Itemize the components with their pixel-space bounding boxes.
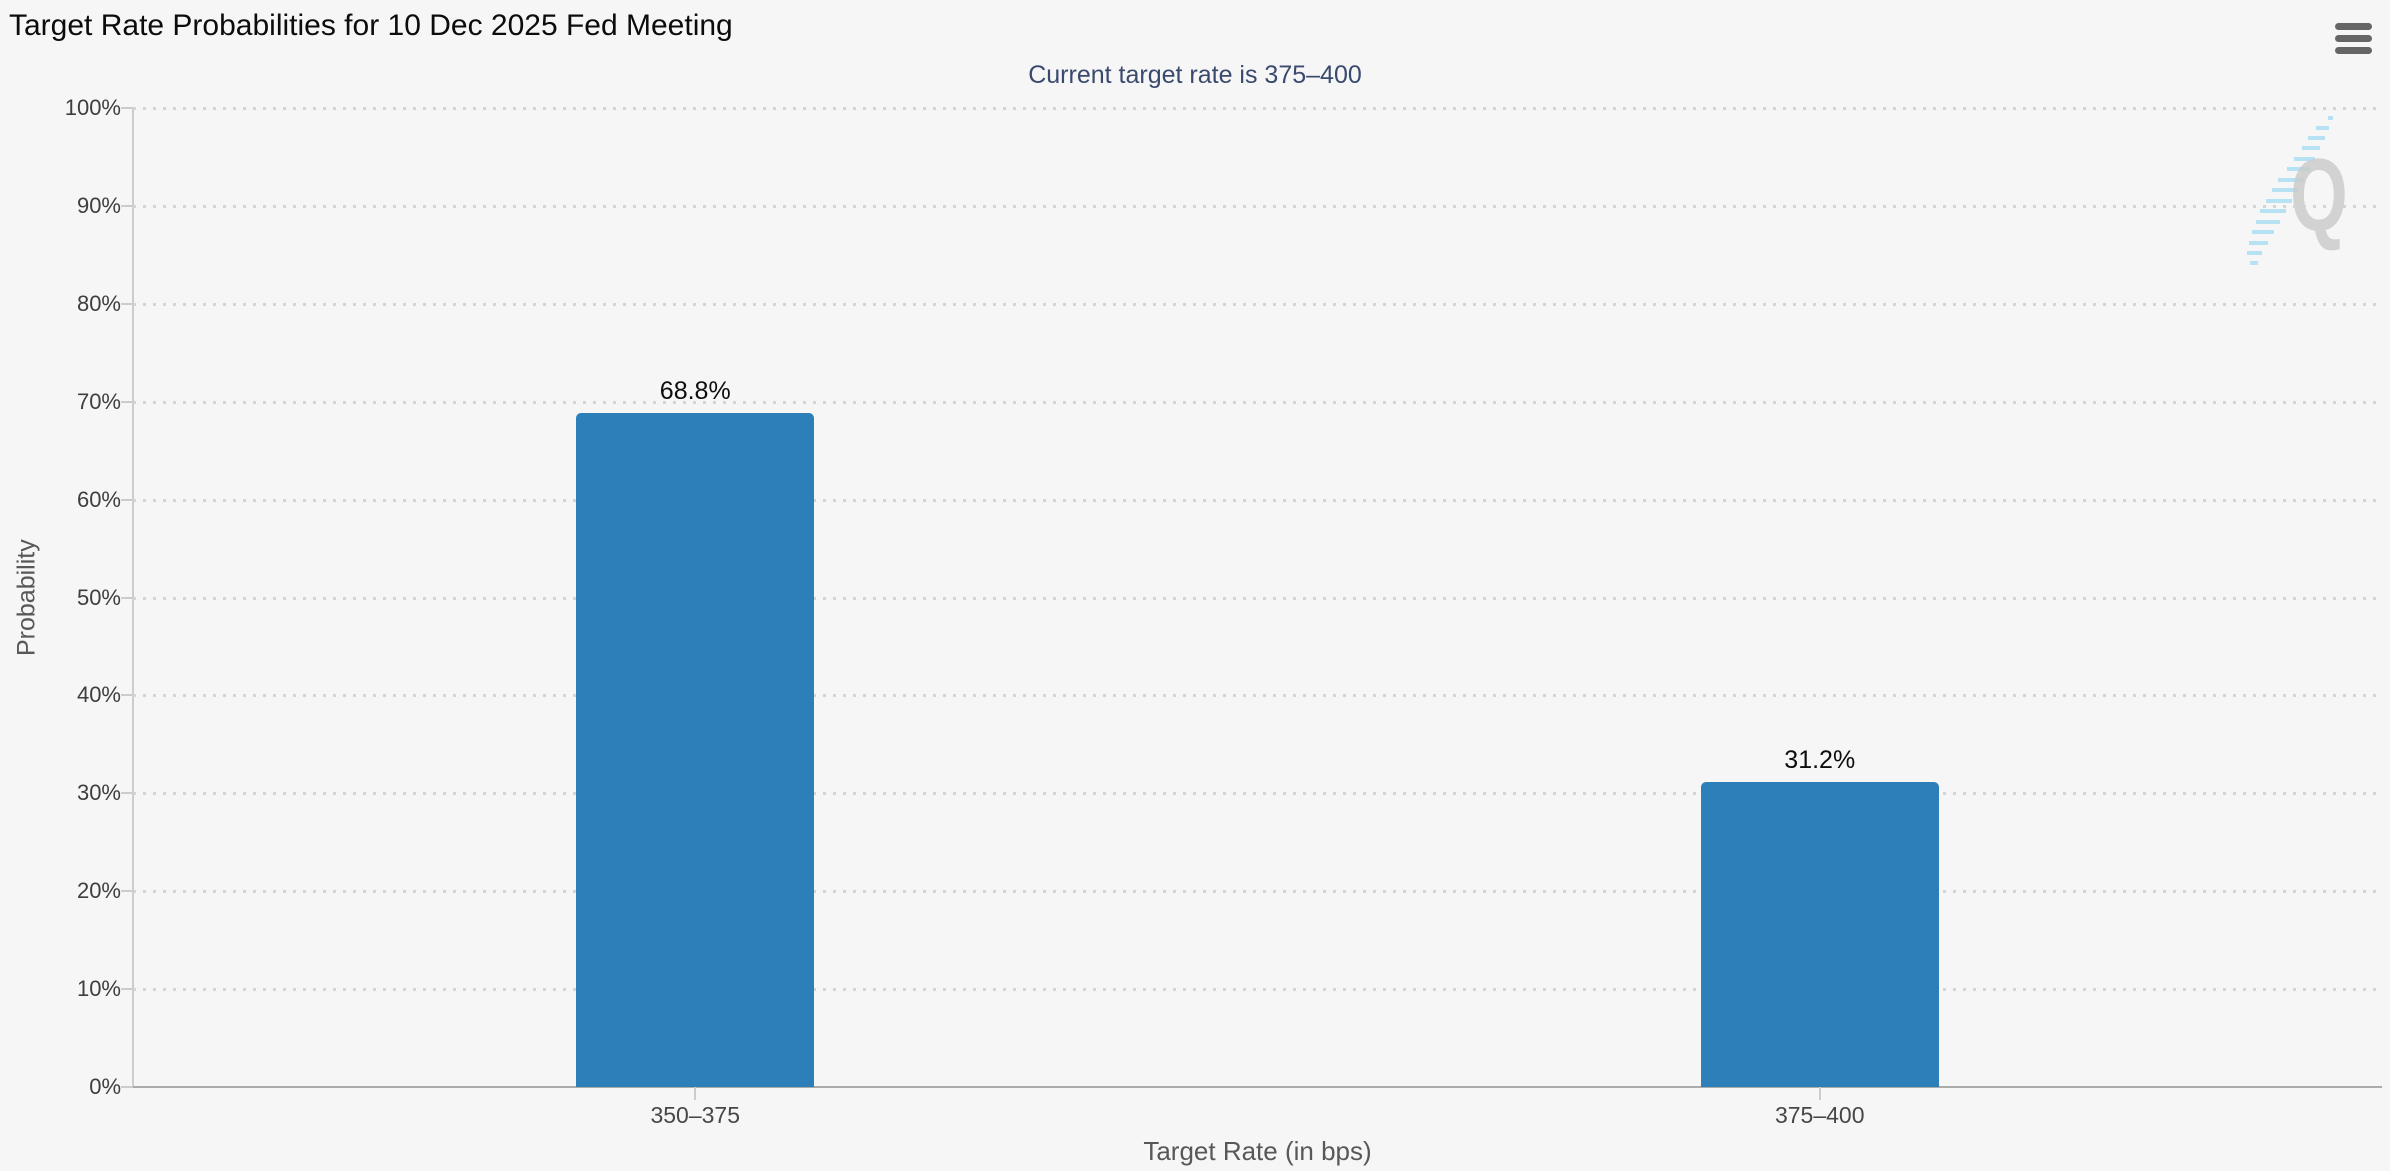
- y-tick-label: 10%: [76, 976, 121, 1002]
- y-axis-tick: [121, 890, 133, 893]
- x-axis-tick: [1818, 1087, 1821, 1100]
- hamburger-icon: [2335, 23, 2372, 54]
- y-tick-label: 70%: [76, 388, 121, 414]
- y-tick-label: 30%: [76, 780, 121, 806]
- y-tick-label: 20%: [76, 878, 121, 904]
- chart-subtitle: Current target rate is 375–400: [1028, 61, 1362, 89]
- y-axis-tick: [121, 1086, 133, 1088]
- watermark-letter: Q: [2290, 138, 2348, 253]
- bar-350–375[interactable]: [576, 413, 815, 1087]
- bar-value-label: 68.8%: [659, 377, 731, 406]
- chart-context-menu-button[interactable]: [2329, 12, 2378, 65]
- gridline: [133, 498, 2382, 502]
- y-axis-tick: [121, 204, 133, 207]
- x-axis-title: Target Rate (in bps): [1143, 1136, 1372, 1166]
- gridline: [133, 302, 2382, 306]
- gridline: [133, 890, 2382, 894]
- gridline: [133, 400, 2382, 404]
- y-tick-label: 40%: [76, 682, 121, 708]
- y-axis-tick: [121, 792, 133, 795]
- y-axis-labels: 0% 10% 20% 30% 40% 50% 60% 70% 80% 90% 100%: [0, 95, 121, 1099]
- y-axis-tick: [121, 302, 133, 305]
- x-axis-line: [133, 1086, 2382, 1088]
- y-tick-label: 0%: [89, 1074, 121, 1099]
- x-tick-label: 350–375: [650, 1102, 741, 1128]
- y-axis-tick: [121, 400, 133, 403]
- gridline: [133, 107, 2382, 110]
- y-tick-label: 90%: [76, 192, 121, 218]
- bar-value-label: 31.2%: [1784, 745, 1856, 774]
- quikstrike-watermark-icon: Q: [2247, 116, 2348, 265]
- y-axis-tick: [121, 596, 133, 599]
- gridline: [133, 988, 2382, 992]
- gridline: [133, 204, 2382, 208]
- gridline: [133, 694, 2382, 698]
- x-tick-label: 375–400: [1774, 1102, 1865, 1128]
- gridline: [133, 596, 2382, 600]
- y-axis-tick: [121, 694, 133, 697]
- y-axis-tick: [121, 498, 133, 501]
- chart-title: Target Rate Probabilities for 10 Dec 202…: [9, 9, 733, 42]
- y-axis-tick: [121, 988, 133, 991]
- y-tick-label: 80%: [76, 290, 121, 316]
- y-tick-label: 50%: [76, 584, 121, 610]
- y-axis-tick: [121, 107, 133, 109]
- bar-375–400[interactable]: [1700, 781, 1939, 1087]
- plot-area: Q 68.8% 350–375 31.2% 375–400: [121, 107, 2382, 1128]
- y-tick-label: 100%: [64, 95, 121, 120]
- gridline: [133, 792, 2382, 796]
- x-axis-tick: [694, 1087, 697, 1100]
- y-tick-label: 60%: [76, 486, 121, 512]
